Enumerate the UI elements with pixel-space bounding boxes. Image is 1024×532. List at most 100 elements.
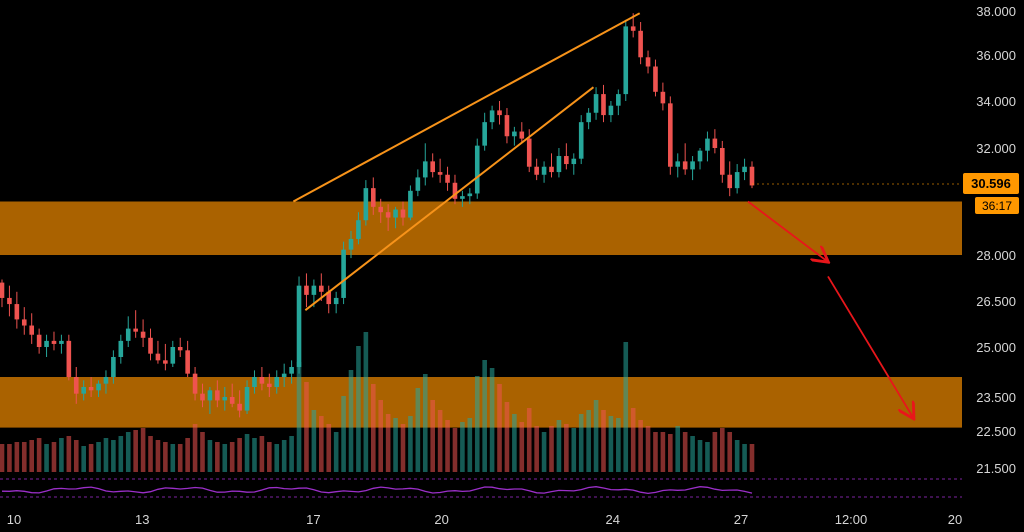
volume-bar: [705, 442, 710, 472]
volume-bar: [185, 438, 190, 472]
volume-bar: [192, 424, 198, 472]
candle-body: [437, 172, 443, 175]
candle-body: [556, 156, 562, 173]
volume-bar: [311, 410, 317, 472]
candle-body: [370, 188, 376, 207]
candle-body: [289, 367, 294, 374]
volume-bar: [638, 420, 643, 472]
volume-bar: [348, 370, 354, 472]
volume-bar: [155, 440, 161, 472]
volume-bar: [200, 432, 205, 472]
volume-bar: [7, 444, 12, 472]
candle-body: [400, 209, 406, 218]
volume-bar: [319, 416, 324, 472]
volume-bar: [103, 438, 109, 472]
candle-body: [319, 285, 324, 292]
volume-bar: [66, 436, 72, 472]
price-tag-box: [963, 173, 1019, 194]
candle-body: [712, 138, 718, 148]
volume-bar: [363, 332, 369, 472]
volume-bar: [668, 434, 673, 472]
volume-bar: [296, 362, 302, 472]
price-tick-label: 21.500: [976, 461, 1016, 476]
candle-body: [638, 30, 643, 58]
volume-bar: [526, 408, 532, 472]
volume-bar: [489, 368, 495, 472]
volume-bar: [73, 440, 79, 472]
volume-bar: [623, 342, 629, 472]
candle-body: [608, 105, 614, 116]
volume-bar: [333, 432, 339, 472]
volume-bar: [556, 420, 562, 472]
price-tick-label: 38.000: [976, 4, 1016, 19]
volume-bar: [385, 414, 391, 472]
candle-body: [229, 397, 235, 404]
candle-body: [422, 161, 428, 178]
price-tick-label: 25.000: [976, 340, 1016, 355]
candle-body: [593, 94, 599, 113]
volume-bar: [682, 432, 688, 472]
candle-body: [378, 206, 384, 213]
candle-body: [51, 340, 57, 344]
volume-bar: [96, 442, 101, 472]
price-tick-label: 22.500: [976, 424, 1016, 439]
candle-body: [81, 387, 86, 394]
volume-bar: [534, 426, 539, 472]
volume-bar: [593, 400, 599, 472]
candle-body: [36, 334, 42, 347]
candle-body: [0, 282, 5, 298]
volume-bar: [400, 424, 406, 472]
price-axis[interactable]: 38.000 36.000 34.000 32.000 28.000 26.500 25.0…: [976, 4, 1016, 476]
time-axis[interactable]: 10 13 17 20 24 27 12:00 20: [7, 512, 962, 527]
volume-bar: [437, 410, 443, 472]
candle-body: [653, 66, 658, 92]
volume-bar: [497, 384, 502, 472]
volume-bar: [133, 430, 138, 472]
candle-body: [408, 190, 413, 218]
candle-body: [192, 373, 198, 394]
candle-body: [259, 377, 265, 384]
candle-body: [534, 166, 539, 175]
volume-bar: [630, 408, 636, 472]
volume-bar: [512, 414, 517, 472]
candle-body: [333, 297, 339, 305]
candle-body: [14, 304, 20, 320]
volume-bar: [393, 418, 398, 472]
volume-bar: [616, 418, 621, 472]
candle-body: [697, 150, 703, 162]
volume-bar: [222, 444, 228, 472]
volume-bar: [163, 442, 168, 472]
volume-bar: [712, 432, 718, 472]
candle-body: [348, 238, 354, 250]
volume-bar: [274, 444, 280, 472]
candle-body: [601, 94, 606, 116]
candle-body: [675, 161, 681, 167]
price-tick-label: 32.000: [976, 141, 1016, 156]
volume-bar: [237, 438, 242, 472]
volume-bar: [660, 432, 666, 472]
volume-bar: [88, 444, 94, 472]
volume-bar: [734, 440, 740, 472]
volume-bar: [645, 426, 651, 472]
volume-bar: [356, 346, 361, 472]
volume-bar: [482, 360, 487, 472]
candle-body: [415, 177, 421, 191]
countdown-box: [975, 197, 1019, 214]
candle-body: [727, 174, 733, 189]
candle-body: [96, 383, 101, 391]
volume-bar: [267, 442, 272, 472]
candle-body: [66, 340, 72, 377]
arrow-one: [747, 200, 827, 262]
candle-body: [296, 285, 302, 367]
last-price-tag: 30.596 36:17: [752, 173, 1019, 214]
volume-bar: [378, 400, 384, 472]
volume-bar: [29, 440, 35, 472]
volume-bar: [749, 444, 755, 472]
volume-bar: [445, 420, 450, 472]
candle-body: [244, 387, 250, 411]
price-tick-label: 36.000: [976, 48, 1016, 63]
candle-body: [304, 285, 309, 295]
volume-bar: [675, 426, 681, 472]
volume-bar: [148, 436, 153, 472]
